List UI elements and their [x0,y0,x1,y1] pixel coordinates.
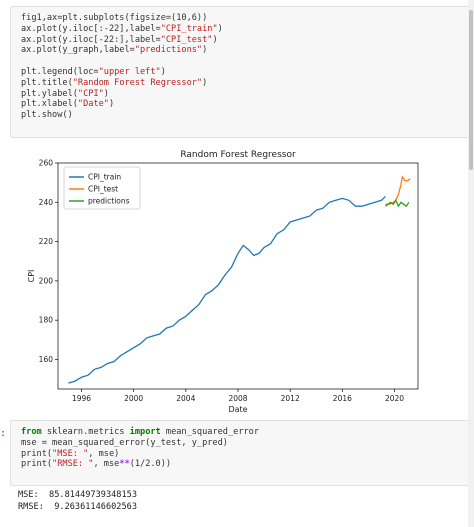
y-tick-label: 240 [39,198,54,207]
code2-line-2: print("MSE: ", mse) [21,448,120,459]
x-tick-label: 2016 [333,394,352,403]
y-axis-label: CPI [27,270,36,283]
code2-line-0: from sklearn.metrics import mean_squared… [21,427,260,437]
chart-output: Random Forest Regressor 1996 2000 2004 2008 2… [0,140,474,420]
code1-line-7: plt.ylabel("CPI") [21,88,109,99]
cell-prompt: : [0,428,7,439]
y-tick-label: 200 [39,276,54,285]
y-tick-label: 260 [39,159,54,168]
code1-line-2: ax.plot(y.iloc[-22:],label="CPI_test") [21,34,218,45]
code1-line-6: plt.title("Random Forest Regressor") [21,77,208,88]
y-tick-label: 180 [39,316,54,325]
legend-label: predictions [88,197,130,206]
y-tick-label: 160 [39,355,54,364]
code2-line-1: mse = mean_squared_error(y_test, y_pred) [21,437,228,448]
code-editor-plot[interactable]: fig1,ax=plt.subplots(figsize=(10,6)) ax.… [21,13,223,121]
code1-line-9: plt.show() [21,110,73,121]
x-tick-label: 2020 [385,394,404,403]
legend-label: CPI_train [88,173,121,182]
code1-line-5: plt.legend(loc="upper left") [21,66,166,77]
y-tick-label: 220 [39,237,54,246]
x-tick-label: 1996 [72,394,91,403]
code2-line-3: print("RMSE: ", mse**(1/2.0)) [21,459,172,470]
x-tick-label: 2000 [124,394,143,403]
x-tick-label: 2004 [176,394,195,403]
x-tick-label: 2008 [228,394,247,403]
series-line-predictions [385,198,410,208]
scrollbar[interactable] [468,0,474,527]
scrollbar-thumb[interactable] [469,10,473,170]
code1-line-8: plt.xlabel("Date") [21,99,115,110]
code1-line-3: ax.plot(y_graph,label="predictions") [21,45,208,56]
mse-output-line: MSE: 85.81449739348153 [18,490,137,500]
x-axis-label: Date [228,405,247,414]
code1-line-0: fig1,ax=plt.subplots(figsize=(10,6)) [21,13,208,23]
legend-label: CPI_test [88,185,118,194]
code1-line-1: ax.plot(y.iloc[:-22],label="CPI_train") [21,23,223,34]
rmse-output-line: RMSE: 9.26361146602563 [18,502,137,512]
code-editor-metrics[interactable]: from sklearn.metrics import mean_squared… [21,427,259,470]
chart-title: Random Forest Regressor [180,150,296,160]
code-cell-metrics[interactable]: from sklearn.metrics import mean_squared… [10,420,472,486]
x-tick-label: 2012 [281,394,300,403]
cell-output: MSE: 85.81449739348153 RMSE: 9.2636114660… [18,489,137,513]
code-cell-plot[interactable]: fig1,ax=plt.subplots(figsize=(10,6)) ax.… [10,6,472,138]
line-chart: Random Forest Regressor 1996 2000 2004 2008 2… [27,150,419,414]
series-line-CPI_train [68,195,386,384]
